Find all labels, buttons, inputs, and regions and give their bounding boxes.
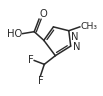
Text: N: N xyxy=(73,42,80,52)
Text: F: F xyxy=(38,76,43,86)
Text: O: O xyxy=(40,9,48,19)
Text: N: N xyxy=(71,32,79,42)
Text: HO: HO xyxy=(7,29,22,39)
Text: CH₃: CH₃ xyxy=(80,22,97,31)
Text: F: F xyxy=(28,55,34,65)
